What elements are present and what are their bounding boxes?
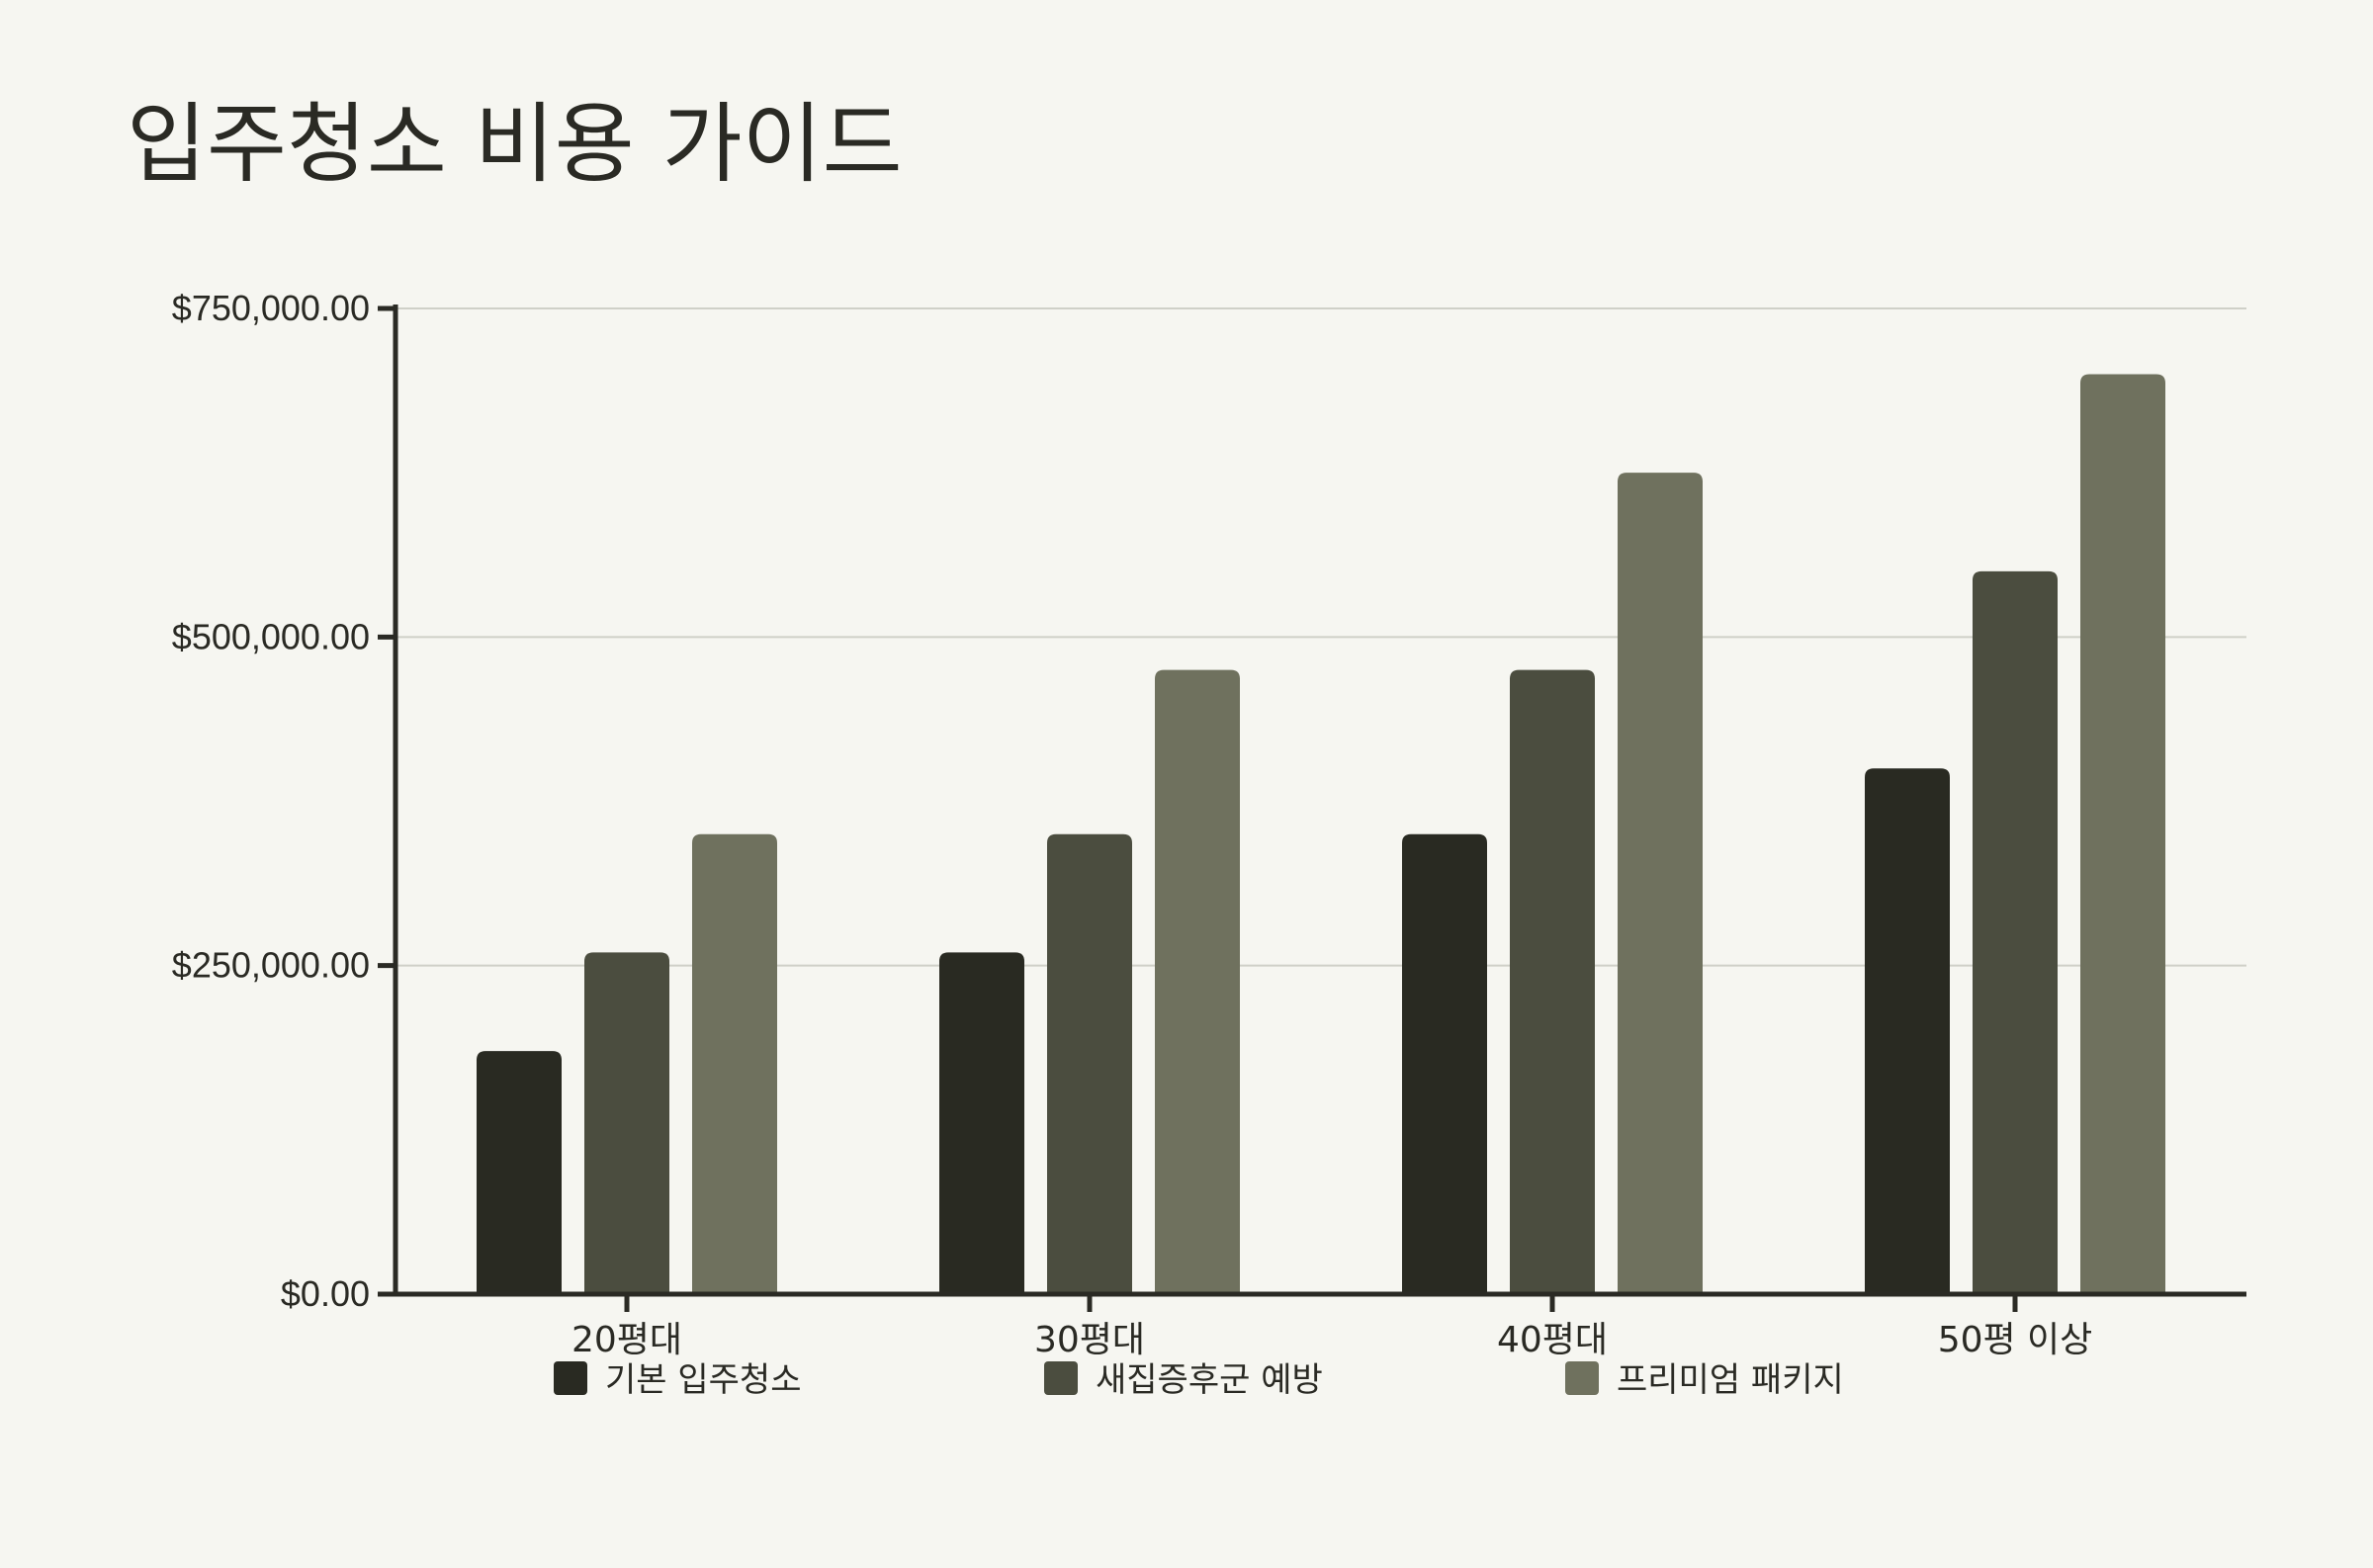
legend-swatch-1 xyxy=(1044,1361,1078,1395)
bar-1-1 xyxy=(1047,833,1132,1294)
x-tick-label-3: 50평 이상 xyxy=(1938,1320,2093,1360)
bar-1-2 xyxy=(1155,669,1240,1294)
gridlines xyxy=(396,307,2246,967)
y-axis-ticks: $0.00 $250,000.00 $500,000.00 $750,000.00 xyxy=(172,288,396,1314)
legend-swatch-0 xyxy=(554,1361,587,1395)
legend-label-1: 새집증후군 예방 xyxy=(1096,1360,1323,1400)
legend-label-0: 기본 입주청소 xyxy=(605,1360,802,1400)
x-tick-label-0: 20평대 xyxy=(571,1320,682,1360)
chart-title: 입주청소 비용 가이드 xyxy=(127,93,903,195)
legend-label-2: 프리미엄 패키지 xyxy=(1617,1360,1844,1400)
bar-3-1 xyxy=(1973,570,2058,1294)
axes xyxy=(393,305,2246,1297)
y-tick-label-3: $750,000.00 xyxy=(172,288,370,328)
y-tick-label-0: $0.00 xyxy=(281,1273,370,1314)
x-tick-label-1: 30평대 xyxy=(1034,1320,1145,1360)
bar-3-2 xyxy=(2080,374,2165,1294)
x-tick-label-2: 40평대 xyxy=(1497,1320,1608,1360)
bar-1-0 xyxy=(939,952,1024,1294)
bar-0-0 xyxy=(477,1051,562,1294)
bar-0-1 xyxy=(584,952,669,1294)
bar-2-0 xyxy=(1402,833,1487,1294)
bar-0-2 xyxy=(692,833,777,1294)
bars xyxy=(477,374,2165,1295)
x-axis-ticks: 20평대 30평대 40평대 50평 이상 xyxy=(571,1294,2092,1360)
legend: 기본 입주청소 새집증후군 예방 프리미엄 패키지 xyxy=(554,1360,1844,1400)
bar-2-2 xyxy=(1618,473,1703,1295)
legend-swatch-2 xyxy=(1565,1361,1599,1395)
bar-3-0 xyxy=(1865,768,1950,1294)
bar-2-1 xyxy=(1510,669,1595,1294)
y-tick-label-1: $250,000.00 xyxy=(172,945,370,986)
y-tick-label-2: $500,000.00 xyxy=(172,616,370,656)
